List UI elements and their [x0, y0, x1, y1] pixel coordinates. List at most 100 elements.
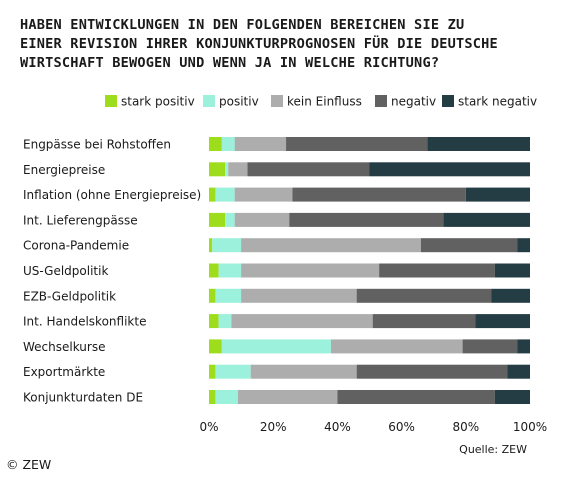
bar-segment-stark-negativ — [517, 339, 530, 354]
chart-title-line-2: EINER REVISION IHRER KONJUNKTURPROGNOSEN… — [20, 36, 498, 52]
x-tick-label-100pct: 100% — [513, 420, 547, 434]
bar-segment-stark-negativ — [369, 162, 530, 177]
x-tick-label-0pct: 0% — [199, 420, 218, 434]
legend-swatch-stark-positiv — [105, 95, 117, 107]
chart-title: HABEN ENTWICKLUNGEN IN DEN FOLGENDEN BER… — [20, 16, 560, 73]
bar-segment-stark-negativ — [494, 263, 530, 278]
bar-row-ezb-geldpolitik — [209, 288, 530, 303]
bar-segment-stark-positiv — [209, 364, 216, 379]
bar-segment-negativ — [247, 162, 370, 177]
category-label-ezb-geldpolitik: EZB-Geldpolitik — [23, 289, 116, 303]
bar-segment-kein-einfluss — [250, 364, 357, 379]
x-tick-label-80pct: 80% — [452, 420, 479, 434]
source-label: Quelle: ZEW — [459, 443, 527, 456]
bar-segment-negativ — [356, 364, 508, 379]
category-label-exportmaerkte: Exportmärkte — [23, 365, 105, 379]
category-label-energiepreise: Energiepreise — [23, 163, 105, 177]
bar-segment-stark-positiv — [209, 390, 216, 404]
bar-segment-stark-negativ — [475, 314, 530, 329]
x-tick-label-60pct: 60% — [388, 420, 415, 434]
legend-label-negativ: negativ — [391, 95, 436, 109]
bar-segment-kein-einfluss — [228, 162, 248, 177]
category-labels: Engpässe bei Rohstoffen Energiepreise Infl… — [23, 138, 201, 405]
bar-segment-positiv — [225, 212, 235, 227]
bar-segment-stark-negativ — [465, 187, 530, 202]
legend-swatch-positiv — [203, 95, 215, 107]
bar-segment-stark-positiv — [209, 212, 226, 227]
category-label-int-handelskonflikte: Int. Handelskonflikte — [23, 315, 146, 329]
legend: stark positiv positiv kein Einfluss negativ… — [105, 95, 537, 109]
bar-segment-kein-einfluss — [241, 238, 421, 253]
bar-row-us-geldpolitik — [209, 263, 530, 278]
bar-segment-kein-einfluss — [237, 390, 338, 404]
bar-segment-negativ — [379, 263, 495, 278]
bar-segment-negativ — [372, 314, 476, 329]
bar-segment-negativ — [289, 212, 444, 227]
bar-segment-kein-einfluss — [241, 288, 357, 303]
bar-segment-negativ — [462, 339, 518, 354]
bar-segment-positiv — [215, 390, 238, 404]
category-label-int-lieferengpaesse: Int. Lieferengpässe — [23, 213, 138, 227]
bar-segment-kein-einfluss — [231, 314, 373, 329]
bar-segment-stark-positiv — [209, 162, 226, 177]
bar-row-corona-pandemie — [209, 238, 530, 253]
bar-segment-kein-einfluss — [330, 339, 463, 354]
bar-segment-stark-positiv — [209, 339, 222, 354]
category-label-konjunkturdaten-de: Konjunkturdaten DE — [23, 391, 143, 405]
bar-row-int-lieferengpaesse — [209, 212, 530, 227]
bar-segment-stark-negativ — [491, 288, 530, 303]
bar-segment-stark-positiv — [209, 137, 222, 151]
legend-swatch-stark-negativ — [442, 95, 454, 107]
bar-row-exportmaerkte — [209, 364, 530, 379]
bar-segment-negativ — [420, 238, 518, 253]
category-label-us-geldpolitik: US-Geldpolitik — [23, 264, 108, 278]
legend-swatch-negativ — [375, 95, 387, 107]
bar-segment-positiv — [221, 339, 331, 354]
bar-segment-positiv — [218, 314, 232, 329]
bar-row-int-handelskonflikte — [209, 314, 530, 329]
category-label-engpaesse-bei-rohstoffen: Engpässe bei Rohstoffen — [23, 138, 171, 152]
bar-segment-stark-negativ — [427, 137, 530, 151]
bar-row-konjunkturdaten-de — [209, 390, 530, 404]
bar-segment-positiv — [212, 238, 242, 253]
bar-segment-stark-negativ — [494, 390, 530, 404]
x-axis-ticks: 0% 20% 40% 60% 80% 100% — [199, 420, 547, 434]
bar-row-inflation-ohne-energiepreise — [209, 187, 530, 202]
chart-title-line-1: HABEN ENTWICKLUNGEN IN DEN FOLGENDEN BER… — [20, 17, 465, 33]
bar-segment-positiv — [218, 263, 242, 278]
x-tick-label-20pct: 20% — [260, 420, 287, 434]
legend-label-stark-negativ: stark negativ — [458, 95, 537, 109]
legend-label-kein-einfluss: kein Einfluss — [287, 95, 362, 109]
copyright-label: © ZEW — [6, 457, 52, 472]
bar-segment-positiv — [225, 162, 229, 177]
bar-segment-kein-einfluss — [234, 137, 287, 151]
chart-title-line-3: WIRTSCHAFT BEWOGEN UND WENN JA IN WELCHE… — [20, 55, 440, 71]
bar-row-engpaesse-bei-rohstoffen — [209, 137, 530, 151]
bar-segment-kein-einfluss — [234, 187, 293, 202]
category-label-inflation-ohne-energiepreise: Inflation (ohne Energiepreise) — [23, 188, 201, 202]
bar-segment-positiv — [221, 137, 235, 151]
bar-segment-negativ — [337, 390, 495, 404]
category-label-wechselkurse: Wechselkurse — [23, 340, 105, 354]
bar-row-wechselkurse — [209, 339, 530, 354]
bars — [209, 137, 530, 404]
bar-segment-stark-positiv — [209, 187, 216, 202]
legend-label-stark-positiv: stark positiv — [121, 95, 195, 109]
bar-segment-stark-positiv — [209, 288, 216, 303]
bar-segment-positiv — [215, 364, 251, 379]
bar-segment-stark-positiv — [209, 314, 219, 329]
bar-segment-negativ — [292, 187, 466, 202]
bar-segment-kein-einfluss — [234, 212, 290, 227]
bar-segment-stark-positiv — [209, 238, 213, 253]
bar-segment-negativ — [356, 288, 492, 303]
bar-row-energiepreise — [209, 162, 530, 177]
legend-label-positiv: positiv — [219, 95, 259, 109]
legend-swatch-kein-einfluss — [271, 95, 283, 107]
bar-segment-kein-einfluss — [241, 263, 380, 278]
x-tick-label-40pct: 40% — [324, 420, 351, 434]
bar-segment-positiv — [215, 288, 242, 303]
bar-segment-stark-negativ — [443, 212, 530, 227]
bar-segment-stark-negativ — [517, 238, 530, 253]
category-label-corona-pandemie: Corona-Pandemie — [23, 239, 129, 253]
